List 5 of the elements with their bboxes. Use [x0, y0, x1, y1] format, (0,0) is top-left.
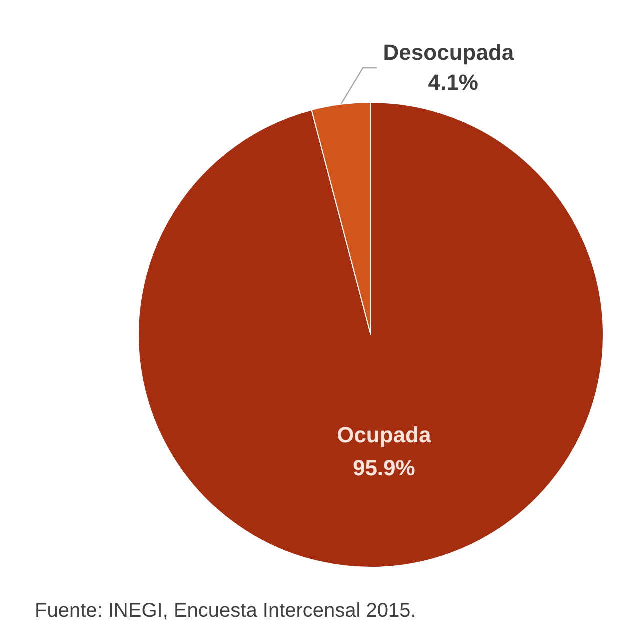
slice-label: Desocupada: [383, 40, 515, 65]
data-label: 4.1%: [428, 70, 478, 95]
slice-label: Ocupada: [337, 422, 432, 448]
source-note: Fuente: INEGI, Encuesta Intercensal 2015.: [35, 600, 416, 622]
data-label: 95.9%: [352, 456, 416, 481]
